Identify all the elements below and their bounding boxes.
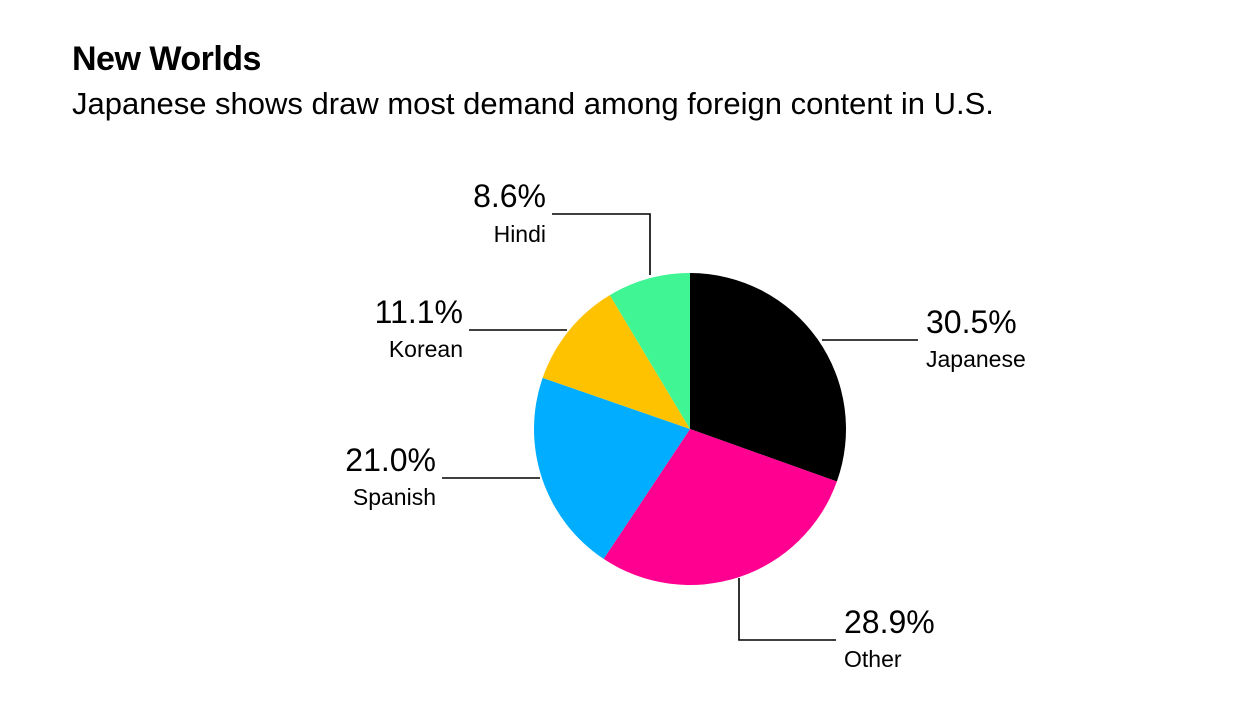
pie-slice-japanese [690,273,846,482]
data-label-japanese: 30.5% [926,304,1017,340]
pie-slice-other [603,429,837,585]
category-label-korean: Korean [389,336,463,362]
category-label-spanish: Spanish [353,484,436,510]
data-label-other: 28.9% [844,604,935,640]
category-label-japanese: Japanese [926,346,1026,372]
pie-slice-korean [542,295,690,429]
chart-title: New Worlds [72,40,261,78]
category-label-hindi: Hindi [494,221,546,247]
data-label-spanish: 21.0% [345,442,436,478]
leader-line-hindi [552,213,651,275]
category-label-other: Other [844,646,902,672]
data-label-hindi: 8.6% [473,178,546,214]
pie-slice-hindi [609,273,690,429]
data-label-korean: 11.1% [375,294,463,330]
chart-subtitle: Japanese shows draw most demand among fo… [72,86,994,121]
leader-line-other [738,578,836,641]
pie-slice-spanish [534,377,690,559]
